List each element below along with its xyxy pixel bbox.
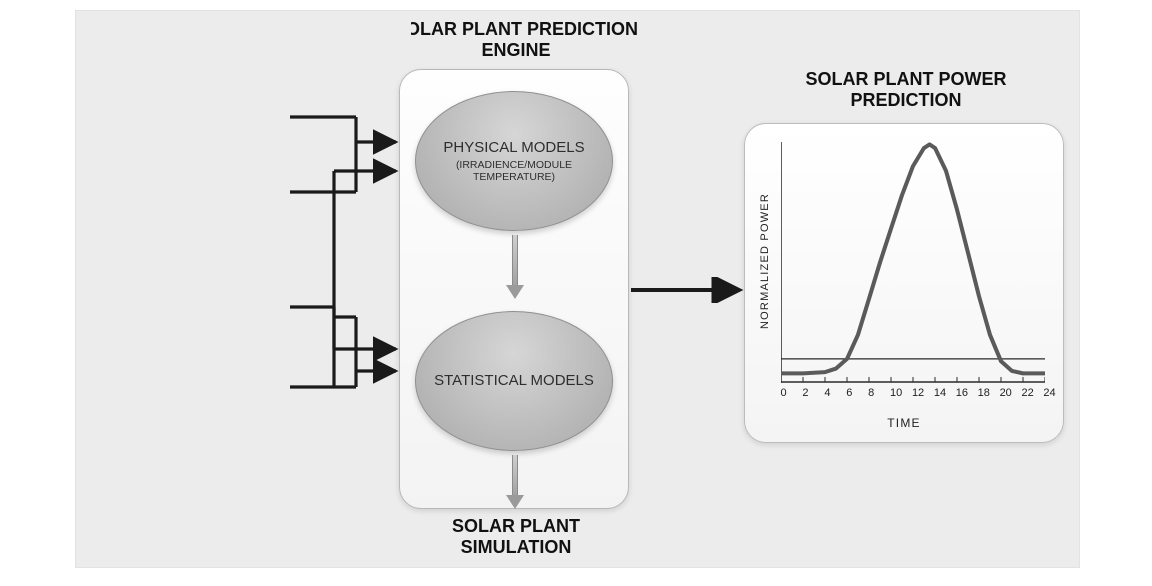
- chart-ylabel: NORMALIZED POWER: [759, 193, 771, 329]
- simulation-title: SOLAR PLANT SIMULATION: [406, 516, 626, 557]
- node-statistical-models: STATISTICAL MODELS: [415, 311, 613, 451]
- input-arrows-final: [76, 11, 411, 551]
- prediction-title: SOLAR PLANT POWER PREDICTION: [756, 69, 1056, 110]
- arrow-statistical-to-simulation: [506, 455, 524, 509]
- chart-xlabel: TIME: [759, 416, 1049, 430]
- diagram-canvas: SOLAR PLANT PREDICTION ENGINE SOLAR PLAN…: [75, 10, 1080, 568]
- chart-box: NORMALIZED POWER 024681012141618202224 T…: [744, 123, 1064, 443]
- node-statistical-title: STATISTICAL MODELS: [434, 372, 594, 389]
- engine-title: SOLAR PLANT PREDICTION ENGINE: [376, 19, 656, 60]
- chart-plot-area: [781, 142, 1045, 383]
- chart-svg: [781, 142, 1045, 383]
- node-physical-models: PHYSICAL MODELS (IRRADIENCE/MODULE TEMPE…: [415, 91, 613, 231]
- arrow-engine-to-chart: [629, 277, 744, 303]
- node-physical-title: PHYSICAL MODELS: [443, 139, 584, 156]
- arrow-physical-to-statistical: [506, 235, 524, 299]
- chart-xticks: 024681012141618202224: [781, 387, 1045, 403]
- node-physical-sub: (IRRADIENCE/MODULE TEMPERATURE): [416, 159, 612, 183]
